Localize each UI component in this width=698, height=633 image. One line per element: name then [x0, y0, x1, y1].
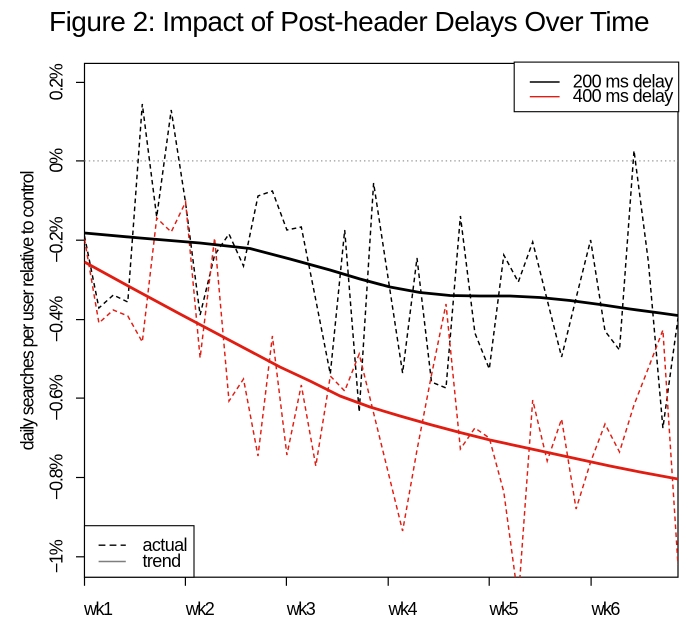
svg-text:wk3: wk3	[286, 599, 316, 619]
svg-text:wk1: wk1	[83, 599, 113, 619]
svg-text:wk2: wk2	[185, 599, 215, 619]
svg-text:wk4: wk4	[388, 599, 418, 619]
svg-text:wk5: wk5	[489, 599, 519, 619]
svg-text:−0.2%: −0.2%	[46, 216, 66, 262]
svg-text:trend: trend	[143, 551, 181, 571]
svg-text:Figure 2: Impact of Post-heade: Figure 2: Impact of Post-header Delays O…	[49, 6, 649, 37]
svg-text:−1%: −1%	[46, 539, 66, 573]
svg-text:0.2%: 0.2%	[46, 63, 66, 100]
svg-text:daily searches per user relati: daily searches per user relative to cont…	[18, 172, 38, 451]
svg-text:actual: actual	[143, 535, 187, 555]
svg-text:−0.8%: −0.8%	[46, 454, 66, 500]
svg-text:wk6: wk6	[590, 599, 620, 619]
svg-text:−0.4%: −0.4%	[46, 296, 66, 342]
svg-text:0%: 0%	[46, 148, 66, 173]
svg-text:200 ms delay: 200 ms delay	[573, 71, 673, 91]
svg-text:−0.6%: −0.6%	[46, 374, 66, 420]
svg-text:400 ms delay: 400 ms delay	[573, 86, 673, 106]
